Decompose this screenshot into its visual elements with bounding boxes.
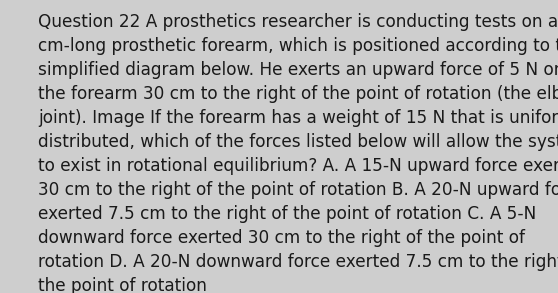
Text: rotation D. A 20-N downward force exerted 7.5 cm to the right of: rotation D. A 20-N downward force exerte… [38, 253, 558, 271]
Text: the forearm 30 cm to the right of the point of rotation (the elbow: the forearm 30 cm to the right of the po… [38, 85, 558, 103]
Text: Question 22 A prosthetics researcher is conducting tests on a 40-: Question 22 A prosthetics researcher is … [38, 13, 558, 31]
Text: the point of rotation: the point of rotation [38, 277, 207, 293]
Text: downward force exerted 30 cm to the right of the point of: downward force exerted 30 cm to the righ… [38, 229, 525, 247]
Text: to exist in rotational equilibrium? A. A 15-N upward force exerted: to exist in rotational equilibrium? A. A… [38, 157, 558, 175]
Text: simplified diagram below. He exerts an upward force of 5 N on: simplified diagram below. He exerts an u… [38, 61, 558, 79]
Text: exerted 7.5 cm to the right of the point of rotation C. A 5-N: exerted 7.5 cm to the right of the point… [38, 205, 536, 223]
Text: 30 cm to the right of the point of rotation B. A 20-N upward force: 30 cm to the right of the point of rotat… [38, 181, 558, 199]
Text: joint). Image If the forearm has a weight of 15 N that is uniformly: joint). Image If the forearm has a weigh… [38, 109, 558, 127]
Text: cm-long prosthetic forearm, which is positioned according to the: cm-long prosthetic forearm, which is pos… [38, 37, 558, 55]
Text: distributed, which of the forces listed below will allow the system: distributed, which of the forces listed … [38, 133, 558, 151]
